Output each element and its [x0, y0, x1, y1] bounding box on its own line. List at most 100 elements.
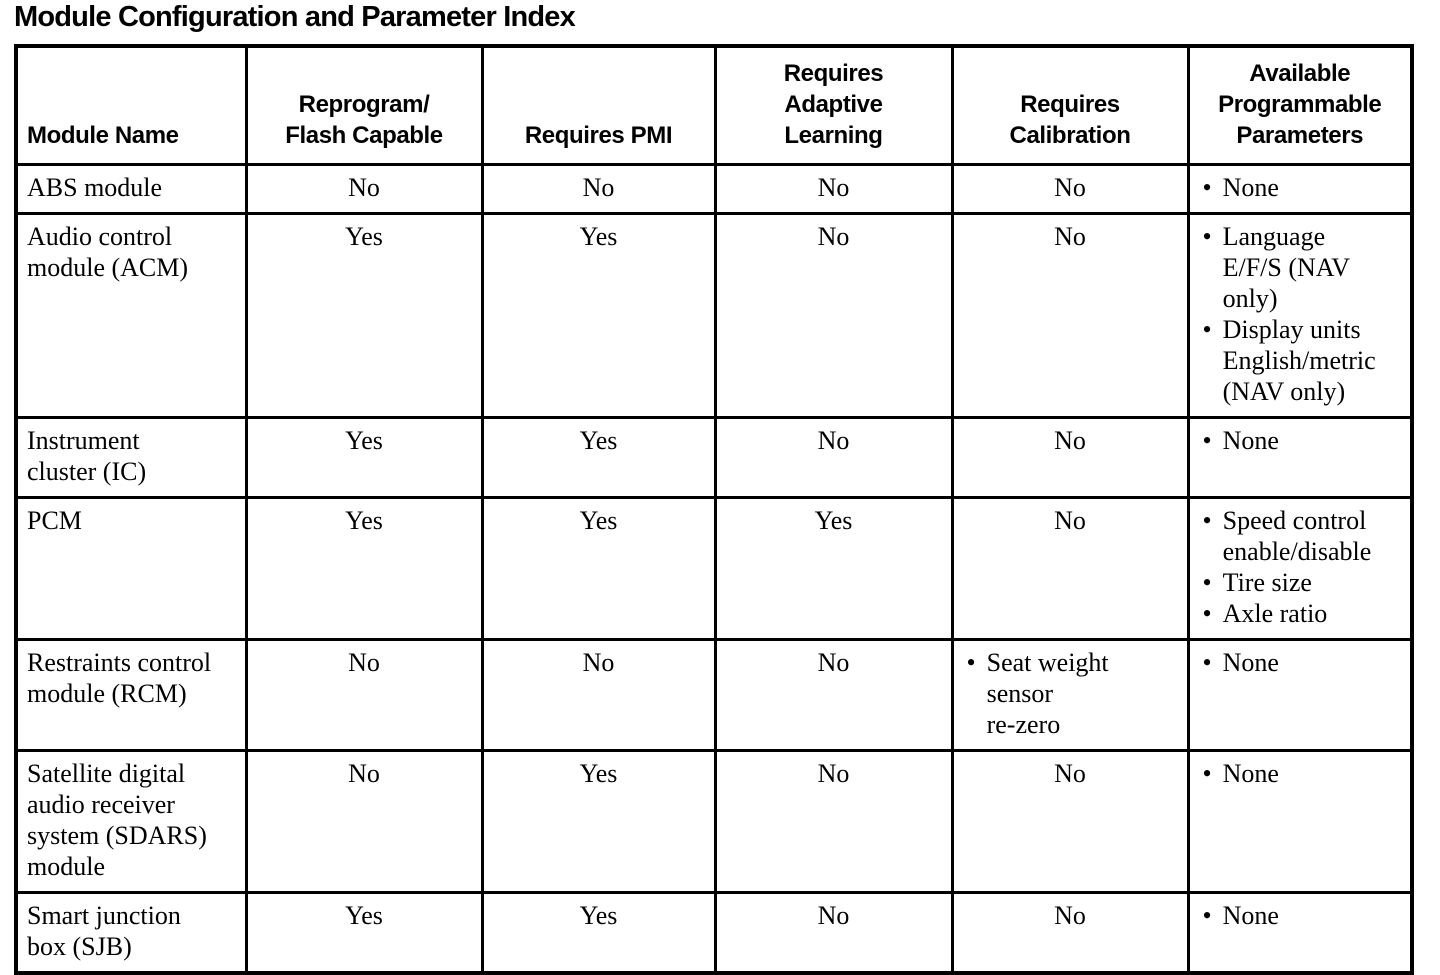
table-row: Smart junction box (SJB) Yes Yes No No • None	[14, 891, 1414, 975]
bullet-list: • Seat weight sensor re-zero	[967, 647, 1181, 740]
requires-pmi-cell: Yes	[480, 212, 717, 419]
bullet-list: • None	[1203, 758, 1405, 789]
bullet-text: Tire size	[1222, 568, 1312, 597]
bullet-icon: •	[1202, 426, 1212, 455]
bullet-item: • None	[1203, 900, 1405, 931]
bullet-item: • Language E/F/S (NAV only)	[1203, 221, 1405, 314]
requires-pmi-cell: Yes	[480, 749, 717, 894]
requires-calibration-cell: No	[950, 749, 1190, 894]
bullet-icon: •	[1202, 506, 1212, 535]
requires-adaptive-learning-cell: No	[713, 749, 954, 894]
available-programmable-parameters-cell: • Language E/F/S (NAV only) • Display units…	[1186, 212, 1414, 419]
module-cell: Satellite digital audio receiver system …	[14, 749, 248, 894]
bullet-text: None	[1222, 173, 1279, 202]
table-row: ABS module No No No No • None	[14, 163, 1414, 215]
header-row: Module Name Reprogram/ Flash Capable Requi…	[14, 44, 1414, 166]
available-programmable-parameters-cell: • None	[1186, 416, 1414, 499]
bullet-text: None	[1222, 426, 1279, 455]
available-programmable-parameters-cell: • Speed control enable/disable • Tire size •…	[1186, 496, 1414, 641]
bullet-item: • Axle ratio	[1203, 598, 1405, 629]
column-header-requires-pmi: Requires PMI	[480, 44, 717, 166]
bullet-text: Axle ratio	[1222, 599, 1328, 628]
bullet-text: Seat weight sensor re-zero	[986, 648, 1109, 739]
table-row: Satellite digital audio receiver system …	[14, 749, 1414, 894]
available-programmable-parameters-cell: • None	[1186, 891, 1414, 975]
page-title: Module Configuration and Parameter Index	[14, 1, 576, 33]
bullet-icon: •	[1202, 648, 1212, 677]
available-programmable-parameters-cell: • None	[1186, 749, 1414, 894]
bullet-list: • Language E/F/S (NAV only) • Display units…	[1203, 221, 1405, 407]
bullet-icon: •	[1202, 222, 1212, 251]
reprogram-flash-capable-cell: Yes	[244, 891, 484, 975]
bullet-item: • None	[1203, 172, 1405, 203]
bullet-item: • None	[1203, 425, 1405, 456]
column-header-requires-adaptive-learning: Requires Adaptive Learning	[713, 44, 954, 166]
requires-pmi-cell: Yes	[480, 416, 717, 499]
bullet-icon: •	[1202, 901, 1212, 930]
reprogram-flash-capable-cell: Yes	[244, 496, 484, 641]
module-cell: Audio control module (ACM)	[14, 212, 248, 419]
bullet-icon: •	[1202, 315, 1212, 344]
requires-pmi-cell: No	[480, 163, 717, 215]
bullet-icon: •	[966, 648, 976, 677]
bullet-icon: •	[1202, 599, 1212, 628]
reprogram-flash-capable-cell: No	[244, 638, 484, 752]
reprogram-flash-capable-cell: No	[244, 163, 484, 215]
module-configuration-table: Module Name Reprogram/ Flash Capable Requi…	[14, 44, 1414, 975]
requires-calibration-cell: No	[950, 163, 1190, 215]
column-header-requires-calibration: Requires Calibration	[950, 44, 1190, 166]
bullet-item: • Seat weight sensor re-zero	[967, 647, 1181, 740]
requires-calibration-cell: No	[950, 416, 1190, 499]
module-cell: ABS module	[14, 163, 248, 215]
bullet-list: • Speed control enable/disable • Tire size •…	[1203, 505, 1405, 629]
requires-calibration-cell: No	[950, 891, 1190, 975]
table-row: Restraints control module (RCM) No No No • Se…	[14, 638, 1414, 752]
requires-adaptive-learning-cell: No	[713, 212, 954, 419]
available-programmable-parameters-cell: • None	[1186, 163, 1414, 215]
bullet-list: • None	[1203, 647, 1405, 678]
requires-calibration-cell: No	[950, 212, 1190, 419]
requires-adaptive-learning-cell: No	[713, 163, 954, 215]
requires-adaptive-learning-cell: No	[713, 891, 954, 975]
bullet-text: None	[1222, 648, 1279, 677]
reprogram-flash-capable-cell: Yes	[244, 416, 484, 499]
requires-pmi-cell: No	[480, 638, 717, 752]
requires-adaptive-learning-cell: Yes	[713, 496, 954, 641]
bullet-text: Speed control enable/disable	[1222, 506, 1372, 566]
bullet-icon: •	[1202, 173, 1212, 202]
requires-pmi-cell: Yes	[480, 496, 717, 641]
bullet-text: Language E/F/S (NAV only)	[1222, 222, 1350, 313]
module-cell: PCM	[14, 496, 248, 641]
bullet-list: • None	[1203, 425, 1405, 456]
bullet-item: • Tire size	[1203, 567, 1405, 598]
bullet-item: • Display units English/metric (NAV only)	[1203, 314, 1405, 407]
bullet-item: • None	[1203, 758, 1405, 789]
module-cell: Instrument cluster (IC)	[14, 416, 248, 499]
requires-calibration-cell: • Seat weight sensor re-zero	[950, 638, 1190, 752]
table-row: Instrument cluster (IC) Yes Yes No No • None	[14, 416, 1414, 499]
column-header-module: Module Name	[14, 44, 248, 166]
column-header-available-programmable-parameters: Available Programmable Parameters	[1186, 44, 1414, 166]
bullet-text: None	[1222, 759, 1279, 788]
bullet-icon: •	[1202, 568, 1212, 597]
available-programmable-parameters-cell: • None	[1186, 638, 1414, 752]
table-row: Audio control module (ACM) Yes Yes No No • Lan…	[14, 212, 1414, 419]
bullet-item: • Speed control enable/disable	[1203, 505, 1405, 567]
table-row: PCM Yes Yes Yes No • Speed control enable/disa…	[14, 496, 1414, 641]
bullet-icon: •	[1202, 759, 1212, 788]
bullet-text: Display units English/metric (NAV only)	[1222, 315, 1376, 406]
bullet-item: • None	[1203, 647, 1405, 678]
requires-adaptive-learning-cell: No	[713, 416, 954, 499]
requires-calibration-cell: No	[950, 496, 1190, 641]
bullet-text: None	[1222, 901, 1279, 930]
column-header-reprogram-flash-capable: Reprogram/ Flash Capable	[244, 44, 484, 166]
reprogram-flash-capable-cell: Yes	[244, 212, 484, 419]
requires-adaptive-learning-cell: No	[713, 638, 954, 752]
module-cell: Smart junction box (SJB)	[14, 891, 248, 975]
module-cell: Restraints control module (RCM)	[14, 638, 248, 752]
requires-pmi-cell: Yes	[480, 891, 717, 975]
bullet-list: • None	[1203, 900, 1405, 931]
document-page: Module Configuration and Parameter Index…	[14, 2, 1414, 975]
bullet-list: • None	[1203, 172, 1405, 203]
reprogram-flash-capable-cell: No	[244, 749, 484, 894]
